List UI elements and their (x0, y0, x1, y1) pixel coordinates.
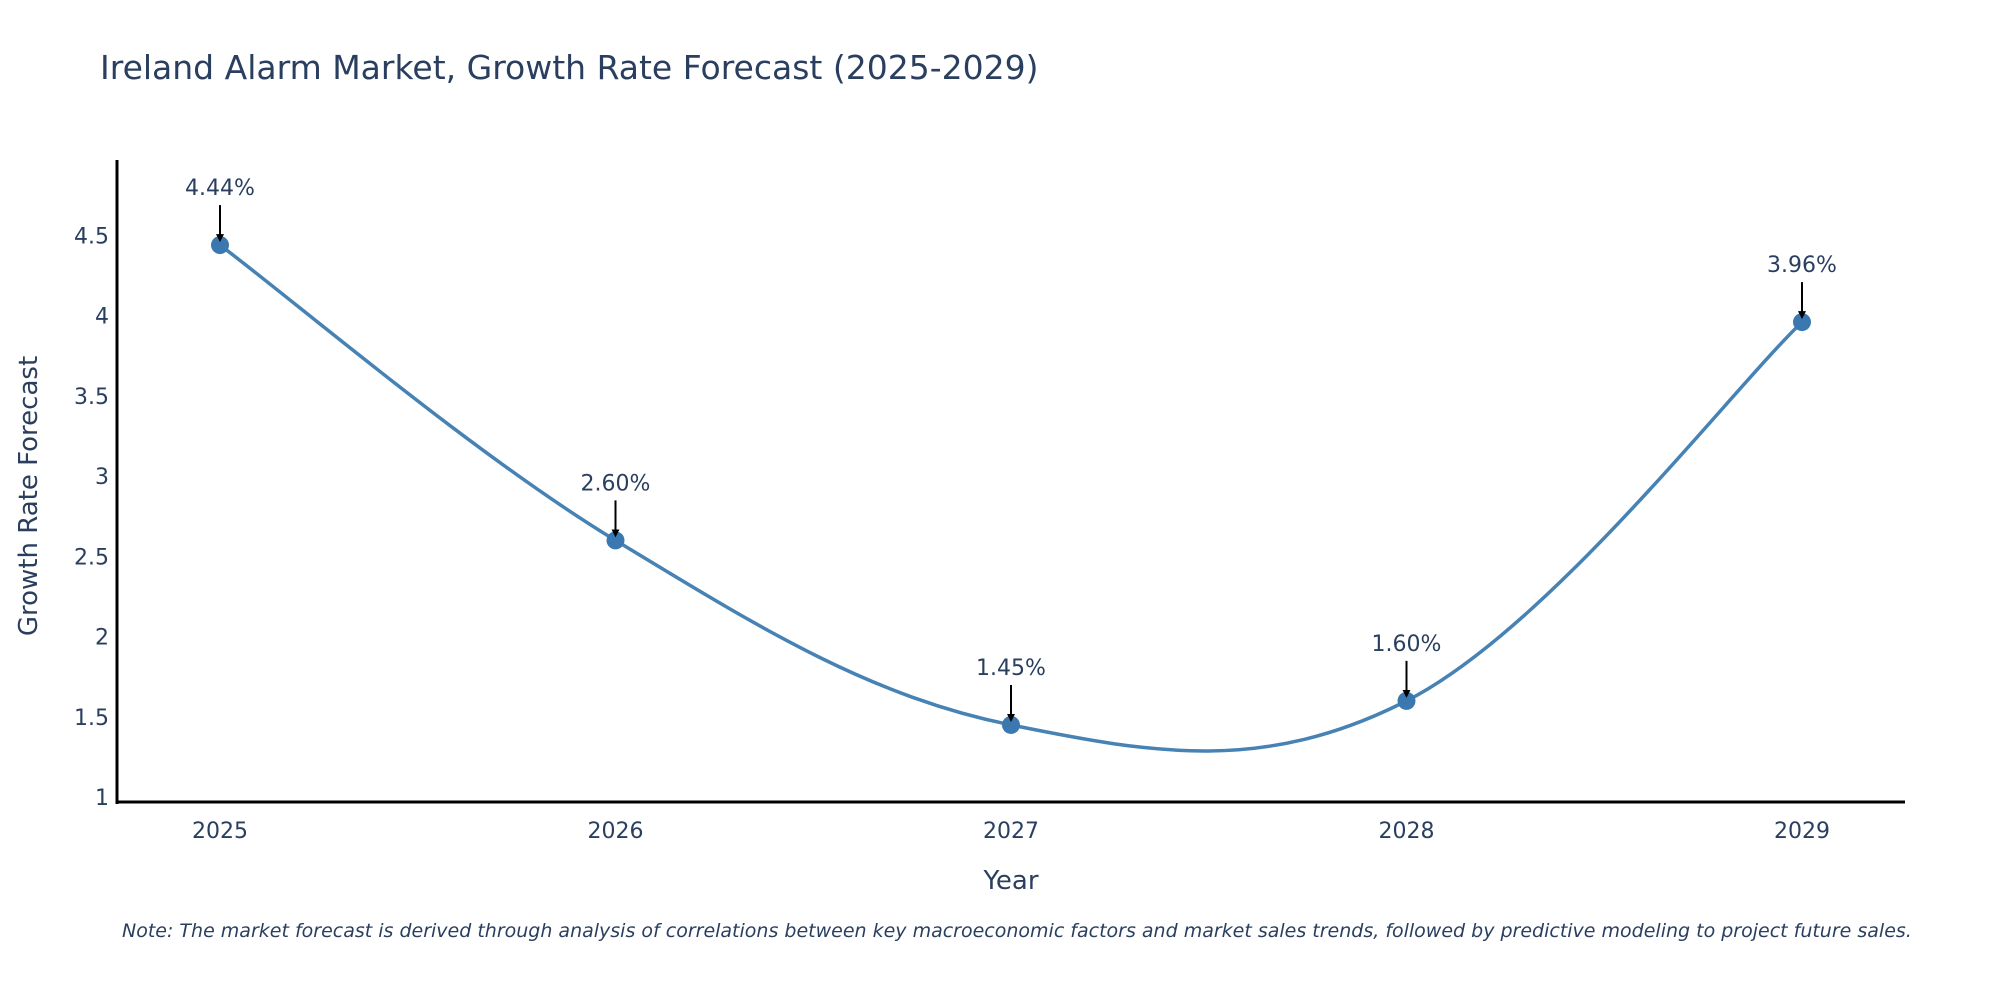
x-tick-label: 2026 (588, 819, 644, 844)
y-tick-label: 2.5 (74, 545, 109, 570)
data-label: 2.60% (581, 471, 651, 496)
x-tick-label: 2029 (1774, 819, 1830, 844)
y-axis-title: Growth Rate Forecast (14, 356, 44, 636)
data-points (211, 236, 1811, 734)
y-tick-label: 2 (95, 626, 109, 651)
y-tick-label: 4 (95, 305, 109, 330)
data-point (1397, 691, 1416, 710)
y-tick-label: 1.5 (74, 706, 109, 731)
y-axis-ticks: 1 1.5 2 2.5 3 3.5 4 4.5 (74, 224, 109, 811)
y-tick-label: 3 (95, 465, 109, 490)
chart-title: Ireland Alarm Market, Growth Rate Foreca… (100, 48, 1039, 87)
data-label: 4.44% (185, 176, 255, 201)
data-point (1002, 715, 1020, 734)
data-label: 1.60% (1372, 632, 1442, 657)
x-axis-title: Year (982, 866, 1038, 896)
x-axis-ticks: 2025 2026 2027 2028 2029 (192, 819, 1830, 844)
x-tick-label: 2025 (192, 819, 248, 844)
data-label: 1.45% (976, 656, 1046, 681)
data-point (1793, 313, 1811, 332)
y-tick-label: 4.5 (74, 224, 109, 249)
chart-note: Note: The market forecast is derived thr… (122, 920, 1912, 942)
data-point (606, 531, 625, 550)
y-tick-label: 3.5 (74, 385, 109, 410)
data-label: 3.96% (1767, 253, 1837, 278)
x-tick-label: 2027 (983, 819, 1039, 844)
y-tick-label: 1 (95, 786, 109, 811)
data-annotations: 4.44% 2.60% 1.45% 1.60% 3.96% (185, 176, 1837, 722)
x-tick-label: 2028 (1379, 819, 1435, 844)
data-point (211, 236, 229, 255)
